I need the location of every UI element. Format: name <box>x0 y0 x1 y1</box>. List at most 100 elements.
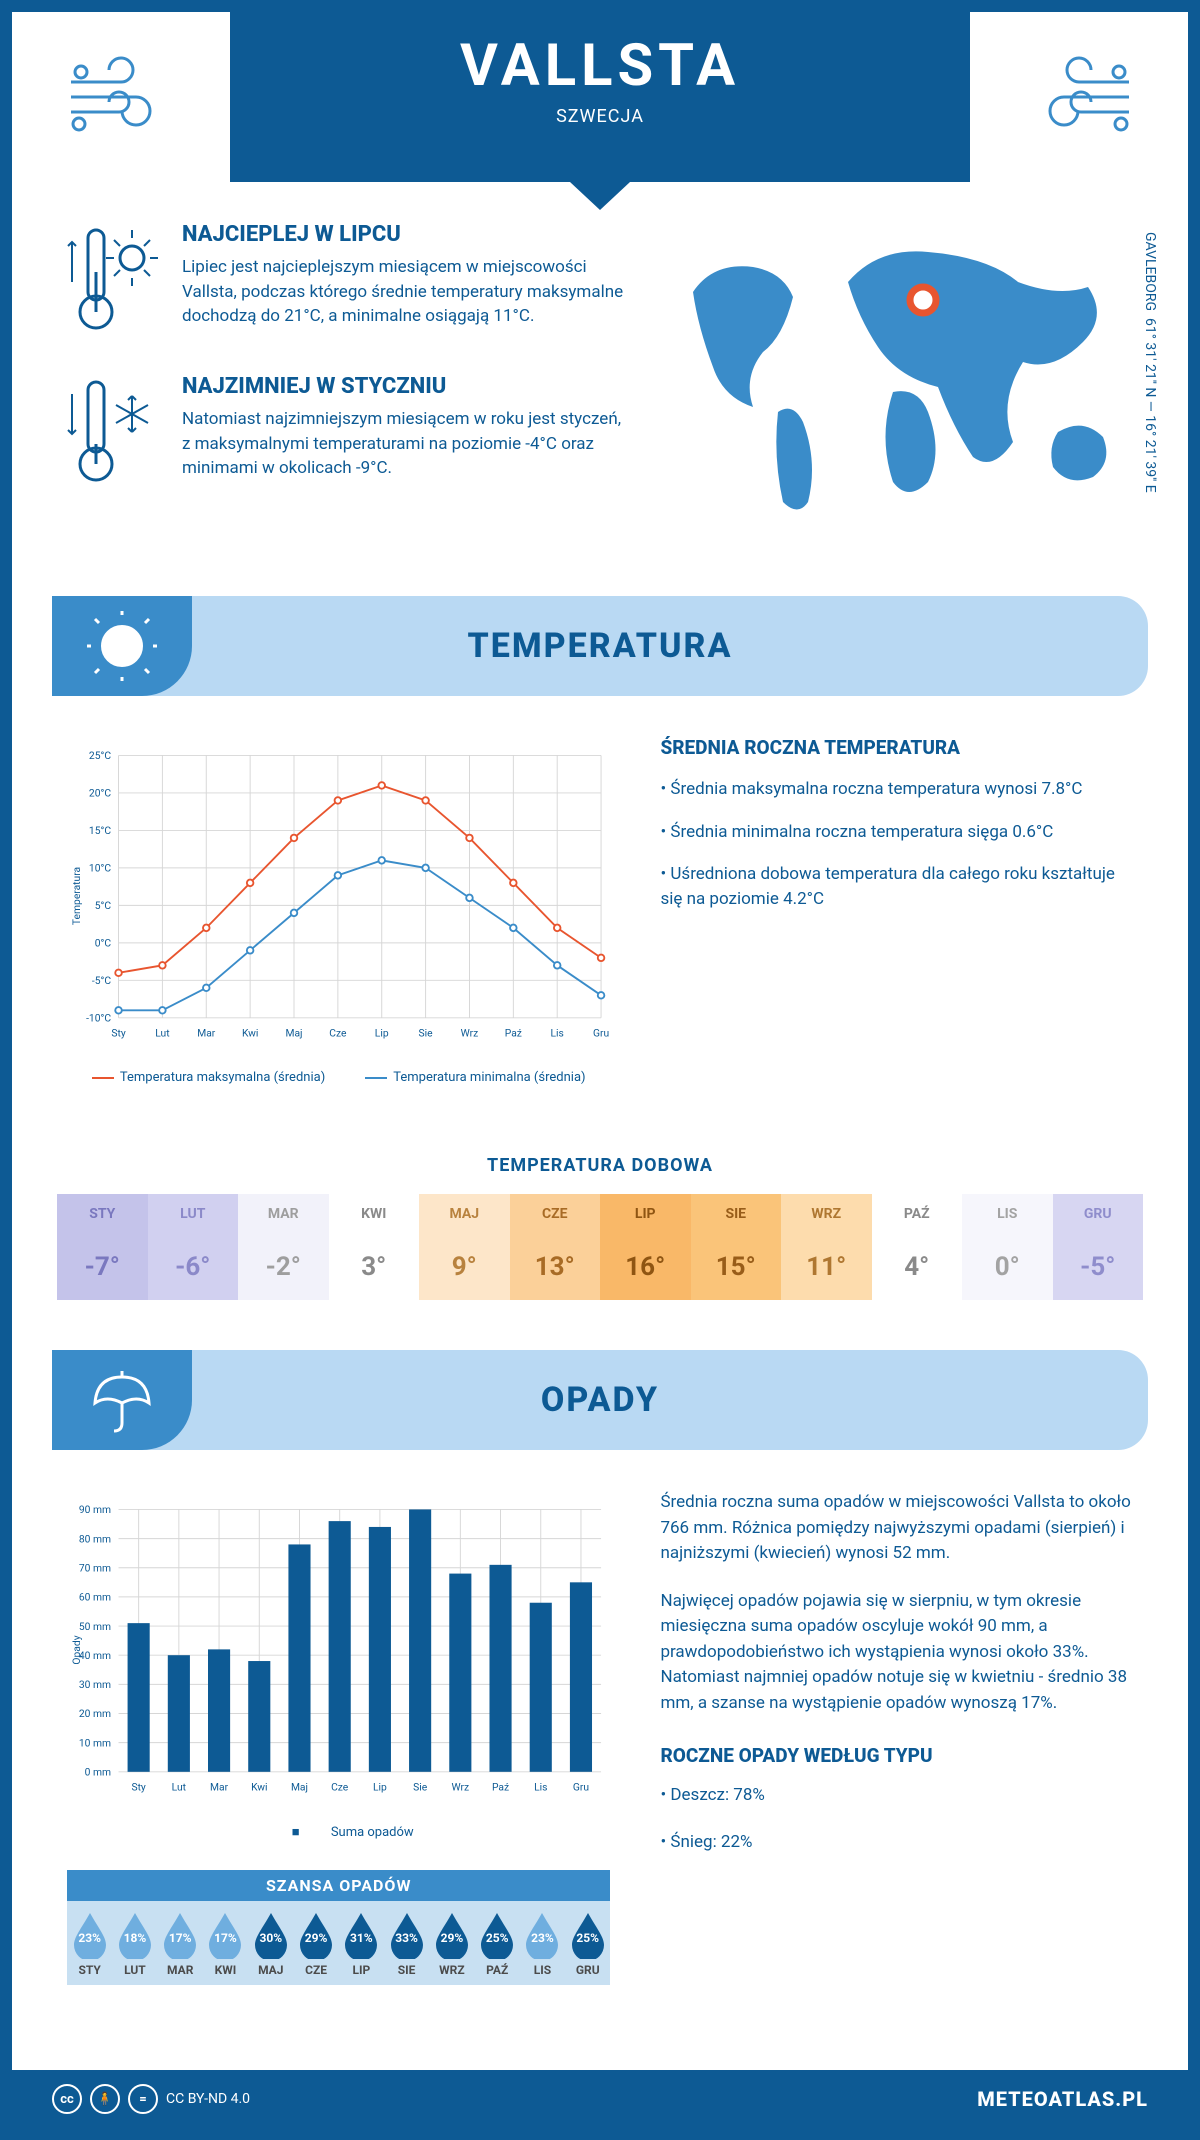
thermometer-sun-icon <box>62 222 162 346</box>
chance-drop: 29% WRZ <box>429 1901 474 1985</box>
nd-icon: = <box>128 2084 158 2114</box>
by-icon: 🧍 <box>90 2084 120 2114</box>
daily-cell: LIP 16° <box>600 1194 691 1300</box>
chance-drop: 23% STY <box>67 1901 112 1985</box>
hottest-text: Lipiec jest najcieplejszym miesiącem w m… <box>182 255 628 329</box>
annual-temp-line: • Średnia minimalna roczna temperatura s… <box>660 820 1133 845</box>
site-label: METEOATLAS.PL <box>977 2087 1148 2111</box>
chance-drop: 18% LUT <box>112 1901 157 1985</box>
legend-max: Temperatura maksymalna (średnia) <box>92 1070 325 1085</box>
title-banner: VALLSTA SZWECJA <box>230 12 970 182</box>
daily-cell: STY -7° <box>57 1194 148 1300</box>
svg-text:Kwi: Kwi <box>242 1027 258 1040</box>
country-label: SZWECJA <box>230 106 970 127</box>
svg-text:20°C: 20°C <box>89 787 111 800</box>
svg-text:Sty: Sty <box>111 1027 125 1040</box>
coldest-title: NAJZIMNIEJ W STYCZNIU <box>182 374 628 399</box>
footer: cc 🧍 = CC BY-ND 4.0 METEOATLAS.PL <box>12 2070 1188 2128</box>
svg-text:Lip: Lip <box>375 1027 389 1040</box>
svg-text:50 mm: 50 mm <box>79 1620 111 1633</box>
intro-row: NAJCIEPLEJ W LIPCU Lipiec jest najcieple… <box>12 182 1188 576</box>
svg-text:Lip: Lip <box>373 1781 387 1794</box>
daily-cell: MAR -2° <box>238 1194 329 1300</box>
precip-legend: ■ Suma opadów <box>67 1824 610 1840</box>
svg-text:25°C: 25°C <box>89 749 111 762</box>
daily-temp-table: STY -7°LUT -6°MAR -2°KWI 3°MAJ 9°CZE 13°… <box>57 1194 1143 1300</box>
svg-text:-10°C: -10°C <box>86 1012 111 1025</box>
daily-cell: LIS 0° <box>962 1194 1053 1300</box>
svg-text:Mar: Mar <box>197 1027 216 1040</box>
temperature-chart: -10°C-5°C0°C5°C10°C15°C20°C25°CStyLutMar… <box>67 736 610 1085</box>
svg-text:0 mm: 0 mm <box>85 1766 111 1779</box>
temp-chart-legend: Temperatura maksymalna (średnia) Tempera… <box>67 1070 610 1085</box>
chance-drop: 30% MAJ <box>248 1901 293 1985</box>
daily-temp-title: TEMPERATURA DOBOWA <box>12 1155 1188 1176</box>
temperature-banner: TEMPERATURA <box>52 596 1148 696</box>
world-map-icon <box>658 222 1138 542</box>
svg-text:Cze: Cze <box>331 1781 349 1794</box>
svg-text:5°C: 5°C <box>95 899 112 912</box>
temperature-section: -10°C-5°C0°C5°C10°C15°C20°C25°CStyLutMar… <box>12 726 1188 1115</box>
svg-text:15°C: 15°C <box>89 824 111 837</box>
coords-label: GAVLEBORG 61° 31' 21'' N — 16° 21' 39'' … <box>1142 232 1158 493</box>
svg-text:Sie: Sie <box>413 1781 428 1794</box>
section-precip-title: OPADY <box>52 1380 1148 1420</box>
chance-row: 23% STY 18% LUT 17% MAR 17% KWI 30% MAJ … <box>67 1901 610 1985</box>
precip-section: 0 mm10 mm20 mm30 mm40 mm50 mm60 mm70 mm8… <box>12 1480 1188 1985</box>
chance-box: SZANSA OPADÓW 23% STY 18% LUT 17% MAR 17… <box>67 1870 610 1985</box>
precip-p2: Najwięcej opadów pojawia się w sierpniu,… <box>660 1589 1133 1717</box>
svg-text:Temperatura: Temperatura <box>70 867 83 926</box>
wind-icon-left <box>12 12 230 182</box>
svg-text:Wrz: Wrz <box>452 1781 470 1794</box>
legend-min: Temperatura minimalna (średnia) <box>365 1070 585 1085</box>
svg-text:Kwi: Kwi <box>251 1781 267 1794</box>
license-block: cc 🧍 = CC BY-ND 4.0 <box>52 2084 250 2114</box>
annual-temp-line: • Uśredniona dobowa temperatura dla całe… <box>660 862 1133 911</box>
svg-text:Paź: Paź <box>505 1027 522 1040</box>
wind-icon-right <box>970 12 1188 182</box>
thermometer-snow-icon <box>62 374 162 498</box>
svg-text:Gru: Gru <box>573 1781 589 1794</box>
chance-drop: 25% GRU <box>565 1901 610 1985</box>
annual-temp-stats: ŚREDNIA ROCZNA TEMPERATURA • Średnia mak… <box>660 736 1133 1085</box>
umbrella-icon <box>52 1350 192 1450</box>
svg-text:Wrz: Wrz <box>461 1027 479 1040</box>
annual-temp-line: • Średnia maksymalna roczna temperatura … <box>660 777 1133 802</box>
precip-p1: Średnia roczna suma opadów w miejscowośc… <box>660 1490 1133 1567</box>
sun-icon <box>52 596 192 696</box>
coldest-card: NAJZIMNIEJ W STYCZNIU Natomiast najzimni… <box>62 374 628 498</box>
svg-text:20 mm: 20 mm <box>79 1707 111 1720</box>
svg-text:10°C: 10°C <box>89 862 111 875</box>
page: VALLSTA SZWECJA <box>0 0 1200 2140</box>
svg-text:Lis: Lis <box>551 1027 564 1040</box>
svg-text:Maj: Maj <box>291 1781 308 1794</box>
chance-drop: 29% CZE <box>293 1901 338 1985</box>
svg-text:90 mm: 90 mm <box>79 1503 111 1516</box>
chance-title: SZANSA OPADÓW <box>67 1870 610 1901</box>
chance-drop: 33% SIE <box>384 1901 429 1985</box>
chance-drop: 25% PAŹ <box>475 1901 520 1985</box>
cc-icon: cc <box>52 2084 82 2114</box>
svg-text:Sie: Sie <box>419 1027 434 1040</box>
svg-text:0°C: 0°C <box>95 937 112 950</box>
svg-text:Gru: Gru <box>593 1027 609 1040</box>
chance-drop: 23% LIS <box>520 1901 565 1985</box>
hottest-title: NAJCIEPLEJ W LIPCU <box>182 222 628 247</box>
daily-cell: PAŹ 4° <box>872 1194 963 1300</box>
daily-cell: KWI 3° <box>329 1194 420 1300</box>
coldest-text: Natomiast najzimniejszym miesiącem w rok… <box>182 407 628 481</box>
section-temp-title: TEMPERATURA <box>52 626 1148 666</box>
svg-text:-5°C: -5°C <box>92 974 111 987</box>
svg-text:Paź: Paź <box>492 1781 509 1794</box>
daily-cell: SIE 15° <box>691 1194 782 1300</box>
svg-text:10 mm: 10 mm <box>79 1736 111 1749</box>
svg-text:Mar: Mar <box>210 1781 229 1794</box>
svg-text:Cze: Cze <box>329 1027 347 1040</box>
precip-stats: Średnia roczna suma opadów w miejscowośc… <box>660 1490 1133 1985</box>
map-marker-icon <box>910 287 936 313</box>
svg-text:80 mm: 80 mm <box>79 1532 111 1545</box>
chance-drop: 17% MAR <box>158 1901 203 1985</box>
svg-text:Maj: Maj <box>285 1027 302 1040</box>
precip-type-title: ROCZNE OPADY WEDŁUG TYPU <box>660 1742 1133 1771</box>
daily-cell: GRU -5° <box>1053 1194 1144 1300</box>
